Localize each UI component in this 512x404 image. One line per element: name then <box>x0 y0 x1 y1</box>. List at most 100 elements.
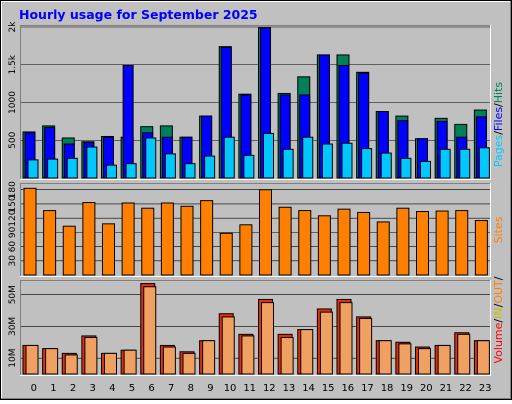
out-bar-18 <box>378 340 392 375</box>
pages-bar-12 <box>263 132 274 179</box>
out-bar-1 <box>45 348 59 375</box>
x-tick-label-18: 18 <box>381 383 394 394</box>
panel-volume-y-tick-label-1: 30M <box>8 317 18 336</box>
panel-hits-legend-part-2: Files <box>492 107 505 131</box>
sites-bar-14 <box>298 210 312 276</box>
sites-bar-7 <box>160 202 174 276</box>
x-tick-label-19: 19 <box>400 383 413 394</box>
x-tick-label-11: 11 <box>243 383 256 394</box>
panel-volume-legend: Volume/IN/OUT/ <box>492 276 505 363</box>
pages-bar-8 <box>184 163 196 179</box>
out-bar-6 <box>143 286 157 375</box>
chart-title: Hourly usage for September 2025 <box>19 7 258 22</box>
panel-sites-y-tick-label-1: 60 <box>8 241 18 253</box>
sites-bar-12 <box>259 189 272 276</box>
sites-bar-0 <box>23 187 37 276</box>
panel-sites-y-tick-label-2: 90 <box>8 226 18 238</box>
panel-volume-legend-part-3: / <box>492 303 505 307</box>
pages-bar-4 <box>106 164 117 179</box>
out-bar-8 <box>182 352 196 375</box>
panel-sites-legend-part-0: Sites <box>492 216 505 243</box>
panel-volume-area <box>20 280 491 376</box>
out-bar-15 <box>319 311 333 375</box>
pages-bar-1 <box>47 158 59 179</box>
pages-bar-17 <box>361 148 373 179</box>
x-tick-label-4: 4 <box>109 383 115 394</box>
sites-bar-8 <box>180 205 194 276</box>
x-tick-label-9: 9 <box>207 383 213 394</box>
sites-bar-6 <box>141 207 155 276</box>
sites-bar-22 <box>455 210 469 276</box>
out-bar-2 <box>64 354 78 375</box>
sites-bar-13 <box>278 206 292 276</box>
x-tick-label-7: 7 <box>168 383 174 394</box>
pages-bar-0 <box>27 159 39 179</box>
x-tick-label-2: 2 <box>70 383 76 394</box>
x-tick-label-5: 5 <box>129 383 135 394</box>
panel-volume-legend-part-0: Volume <box>492 322 505 363</box>
pages-bar-5 <box>125 163 137 179</box>
out-bar-14 <box>300 329 314 375</box>
out-bar-12 <box>261 302 274 375</box>
sites-bar-4 <box>102 223 115 276</box>
sites-bar-20 <box>416 211 429 276</box>
panel-volume-legend-part-2: IN <box>492 307 505 318</box>
sites-bar-16 <box>337 208 351 276</box>
pages-bar-19 <box>400 157 412 179</box>
pages-bar-23 <box>478 147 490 179</box>
panel-sites-y-tick-label-5: 180 <box>8 181 18 198</box>
panel-volume-y-tick-label-2: 50M <box>8 285 18 304</box>
sites-bar-19 <box>396 207 410 276</box>
sites-bar-1 <box>43 210 57 276</box>
pages-bar-2 <box>66 157 78 179</box>
x-tick-label-14: 14 <box>302 383 315 394</box>
out-bar-13 <box>280 337 294 375</box>
sites-bar-2 <box>62 225 76 276</box>
x-axis-hour-labels: 0 1 2 3 4 5 6 7 8 9 10 11 12 13 14 15 16 17 18 19 20 21 22 23 <box>31 383 492 394</box>
out-bar-11 <box>241 335 255 375</box>
panel-hits-y-tick-label-3: 2k <box>8 21 18 33</box>
out-bar-19 <box>398 343 412 375</box>
x-tick-label-0: 0 <box>31 383 37 394</box>
x-tick-label-10: 10 <box>224 383 237 394</box>
pages-bar-7 <box>164 153 176 179</box>
sites-bar-10 <box>219 232 233 276</box>
panel-volume-legend-part-1: / <box>492 319 505 323</box>
sites-bar-15 <box>317 215 331 276</box>
panel-hits-legend-part-0: Pages <box>492 135 505 168</box>
x-tick-label-6: 6 <box>148 383 154 394</box>
sites-bar-18 <box>376 221 390 276</box>
panel-hits-y-tick-label-1: 1000 <box>8 91 18 114</box>
out-bar-22 <box>457 333 471 375</box>
panel-sites-y-tick-label-0: 30 <box>8 255 18 267</box>
out-bar-0 <box>25 344 39 375</box>
out-bar-23 <box>476 340 490 375</box>
pages-bar-20 <box>420 160 431 179</box>
pages-bar-21 <box>439 148 451 179</box>
out-bar-7 <box>162 346 176 375</box>
out-bar-5 <box>123 349 137 375</box>
sites-bar-11 <box>239 224 253 276</box>
out-bar-3 <box>84 337 98 375</box>
x-tick-label-15: 15 <box>322 383 335 394</box>
panel-hits-y-tick-label-2: 1.5k <box>8 54 18 74</box>
sites-bar-3 <box>82 202 96 276</box>
x-tick-label-16: 16 <box>341 383 354 394</box>
sites-bar-23 <box>474 220 488 276</box>
x-tick-label-21: 21 <box>440 383 453 394</box>
panel-hits-legend: Pages/Files/Hits <box>492 82 505 168</box>
sites-bar-17 <box>357 211 371 276</box>
pages-bar-9 <box>204 155 216 179</box>
out-bar-10 <box>221 316 235 375</box>
x-tick-label-12: 12 <box>263 383 276 394</box>
x-tick-label-17: 17 <box>361 383 374 394</box>
pages-bar-13 <box>282 148 294 179</box>
x-tick-label-22: 22 <box>459 383 472 394</box>
files-bar-5 <box>122 65 134 179</box>
panel-volume-legend-part-4: OUT <box>492 280 505 304</box>
sites-bar-21 <box>435 210 449 276</box>
